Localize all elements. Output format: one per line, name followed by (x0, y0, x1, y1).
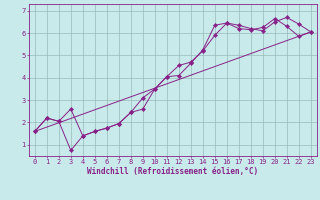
X-axis label: Windchill (Refroidissement éolien,°C): Windchill (Refroidissement éolien,°C) (87, 167, 258, 176)
